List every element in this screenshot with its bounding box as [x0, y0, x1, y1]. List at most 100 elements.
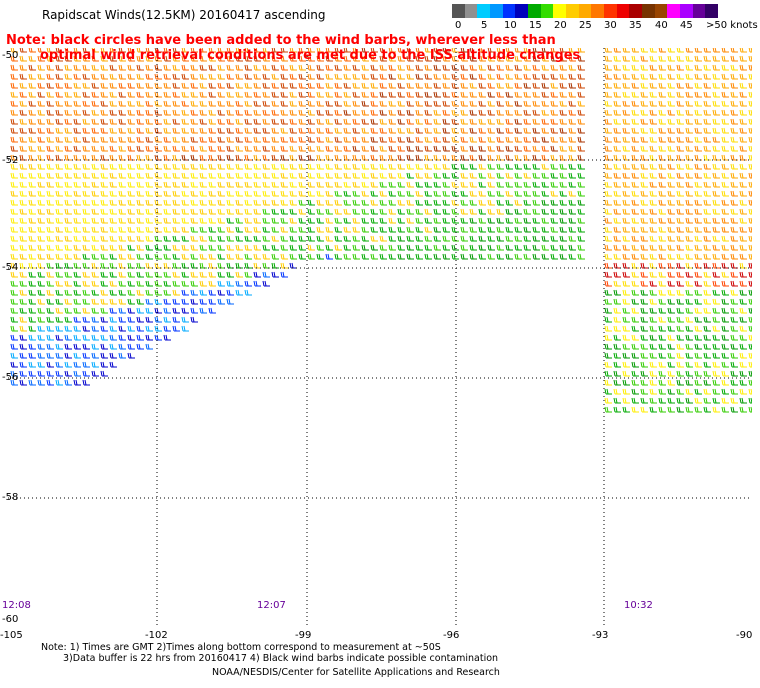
- wind-barb: [658, 172, 666, 179]
- wind-barb: [352, 109, 360, 116]
- wind-barb: [415, 73, 423, 80]
- wind-barb: [658, 100, 666, 107]
- wind-barb: [163, 136, 171, 143]
- wind-barb: [55, 235, 63, 242]
- wind-barb: [226, 127, 234, 134]
- wind-barb: [442, 91, 450, 98]
- wind-barb: [415, 145, 423, 152]
- wind-barb: [388, 64, 396, 71]
- wind-barb: [19, 280, 27, 287]
- wind-barb: [73, 48, 81, 53]
- wind-barb: [244, 100, 252, 107]
- wind-barb: [739, 352, 747, 359]
- wind-barb: [82, 172, 90, 179]
- wind-barb: [559, 109, 567, 116]
- wind-barb: [109, 307, 117, 314]
- wind-barb: [172, 199, 180, 206]
- wind-barb: [199, 48, 207, 53]
- wind-barb: [622, 298, 630, 305]
- wind-barb: [118, 55, 126, 62]
- wind-barb: [532, 226, 540, 233]
- wind-barb: [244, 289, 252, 296]
- wind-barb: [289, 82, 297, 89]
- wind-barb: [451, 226, 459, 233]
- lon-tick: -90: [736, 630, 753, 641]
- wind-barb: [577, 154, 585, 161]
- wind-barb: [748, 370, 752, 377]
- wind-barb: [748, 172, 752, 179]
- wind-barb: [316, 127, 324, 134]
- wind-barb: [316, 208, 324, 215]
- wind-barb: [478, 100, 486, 107]
- wind-barb: [613, 379, 621, 386]
- wind-barb: [433, 73, 441, 80]
- wind-barb: [271, 145, 279, 152]
- wind-barb: [568, 100, 576, 107]
- wind-barb: [145, 289, 153, 296]
- legend-swatch: [616, 4, 630, 18]
- wind-barb: [469, 109, 477, 116]
- wind-barb: [748, 91, 752, 98]
- color-legend-bar: [452, 4, 719, 18]
- wind-barb: [532, 100, 540, 107]
- wind-barb: [127, 145, 135, 152]
- wind-barb: [172, 163, 180, 170]
- wind-barb: [478, 208, 486, 215]
- wind-barb: [685, 343, 693, 350]
- wind-barb: [442, 172, 450, 179]
- wind-barb: [163, 55, 171, 62]
- wind-barb: [685, 127, 693, 134]
- wind-barb: [73, 118, 81, 125]
- wind-barb: [469, 235, 477, 242]
- wind-barb: [622, 73, 630, 80]
- wind-barb: [10, 325, 18, 332]
- wind-barb: [109, 172, 117, 179]
- wind-barb: [730, 100, 738, 107]
- wind-barb: [55, 271, 63, 278]
- wind-barb: [82, 280, 90, 287]
- legend-swatch: [502, 4, 516, 18]
- wind-barb: [685, 199, 693, 206]
- wind-barb: [622, 136, 630, 143]
- wind-barb: [334, 82, 342, 89]
- wind-barb: [748, 208, 752, 215]
- wind-barb: [298, 118, 306, 125]
- wind-barb: [244, 226, 252, 233]
- wind-barb: [433, 235, 441, 242]
- wind-barb: [577, 55, 585, 62]
- wind-barb: [712, 235, 720, 242]
- wind-barb: [361, 73, 369, 80]
- wind-barb: [100, 82, 108, 89]
- wind-barb: [712, 370, 720, 377]
- wind-barb: [406, 127, 414, 134]
- wind-barb: [154, 163, 162, 170]
- wind-barb: [613, 91, 621, 98]
- wind-barb: [136, 253, 144, 260]
- wind-barb: [37, 109, 45, 116]
- wind-barb: [667, 136, 675, 143]
- wind-barb: [424, 127, 432, 134]
- wind-barb: [604, 48, 612, 53]
- wind-barb: [550, 190, 558, 197]
- wind-barb: [397, 127, 405, 134]
- wind-barb: [397, 217, 405, 224]
- wind-barb: [28, 127, 36, 134]
- wind-barb: [604, 343, 612, 350]
- wind-barb: [712, 361, 720, 368]
- wind-barb: [370, 145, 378, 152]
- wind-barb: [208, 136, 216, 143]
- wind-barb: [163, 226, 171, 233]
- wind-barb: [658, 244, 666, 251]
- wind-barb: [532, 208, 540, 215]
- wind-barb: [82, 325, 90, 332]
- wind-barb: [388, 91, 396, 98]
- wind-barb: [721, 289, 729, 296]
- wind-barb: [712, 73, 720, 80]
- wind-barb: [676, 163, 684, 170]
- wind-barb: [370, 172, 378, 179]
- wind-barb: [640, 298, 648, 305]
- wind-barb: [568, 127, 576, 134]
- wind-barb: [406, 235, 414, 242]
- wind-barb: [649, 271, 657, 278]
- wind-barb: [91, 235, 99, 242]
